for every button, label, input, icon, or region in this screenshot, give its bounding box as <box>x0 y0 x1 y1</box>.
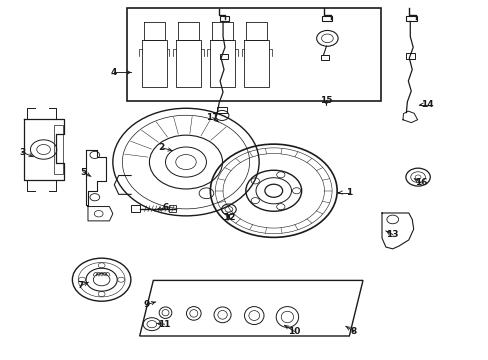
Bar <box>219 16 229 21</box>
Text: 17: 17 <box>206 113 219 122</box>
Text: 14: 14 <box>420 100 432 109</box>
Text: 3: 3 <box>19 148 25 157</box>
Bar <box>220 54 227 59</box>
Text: 8: 8 <box>350 327 356 336</box>
Text: 11: 11 <box>158 320 170 329</box>
Bar <box>406 53 414 59</box>
Text: 16: 16 <box>414 178 427 187</box>
Text: 2: 2 <box>158 143 164 152</box>
Bar <box>217 107 226 113</box>
Text: 10: 10 <box>287 327 300 336</box>
Bar <box>320 55 329 60</box>
Text: 13: 13 <box>386 230 398 239</box>
Bar <box>127 8 380 101</box>
Text: 6: 6 <box>162 203 168 212</box>
Bar <box>54 126 62 174</box>
Bar <box>169 205 175 212</box>
Text: 7: 7 <box>77 281 83 290</box>
Text: 1: 1 <box>345 188 351 197</box>
Text: 12: 12 <box>222 213 235 222</box>
Bar <box>321 16 331 21</box>
Text: 15: 15 <box>320 96 332 105</box>
Text: 9: 9 <box>143 300 150 309</box>
Text: 4: 4 <box>110 68 117 77</box>
Text: 5: 5 <box>81 168 86 177</box>
Bar <box>131 205 140 212</box>
Bar <box>406 16 416 21</box>
